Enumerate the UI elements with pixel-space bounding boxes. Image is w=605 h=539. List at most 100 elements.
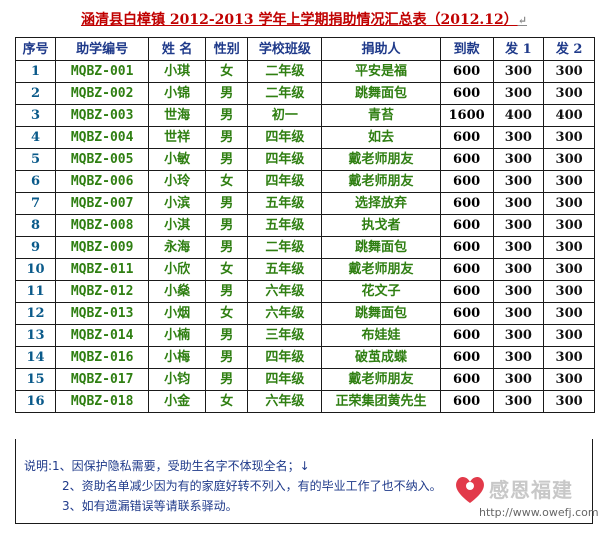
header-id: 序号 bbox=[14, 37, 57, 61]
heart-icon bbox=[456, 476, 484, 503]
notes-box: 说明:1、因保护隐私需要，受助生名字不体现全名；↓ 2、资助名单减少因为有的家庭… bbox=[15, 439, 593, 524]
cell-code: MQBZ-007 bbox=[55, 192, 150, 215]
cell-f1: 300 bbox=[492, 280, 545, 303]
cell-id: 10 bbox=[14, 258, 57, 281]
cell-sex: 男 bbox=[205, 280, 249, 303]
cell-donor: 正荣集团黄先生 bbox=[321, 390, 441, 413]
cell-grade: 五年级 bbox=[247, 214, 323, 237]
cell-sex: 男 bbox=[205, 368, 249, 391]
table-row: 1 MQBZ-001 小琪女二年级 平安是福 600 300 300 bbox=[14, 60, 595, 83]
header-sex: 性别 bbox=[205, 37, 249, 61]
cell-f1: 300 bbox=[492, 324, 545, 347]
cell-f2: 300 bbox=[543, 280, 595, 303]
cell-f1: 300 bbox=[492, 148, 545, 171]
cell-id: 6 bbox=[14, 170, 57, 193]
cell-name: 小玲 bbox=[148, 170, 207, 193]
cell-amount: 600 bbox=[439, 368, 494, 391]
cell-donor: 戴老师朋友 bbox=[321, 170, 441, 193]
cell-donor: 跳舞面包 bbox=[321, 236, 441, 259]
cell-code: MQBZ-018 bbox=[55, 390, 150, 413]
cell-f2: 400 bbox=[543, 104, 595, 127]
cell-id: 11 bbox=[14, 280, 57, 303]
cell-id: 5 bbox=[14, 148, 57, 171]
cell-f2: 300 bbox=[543, 170, 595, 193]
cell-code: MQBZ-004 bbox=[55, 126, 150, 149]
cell-sex: 女 bbox=[205, 390, 249, 413]
cell-id: 3 bbox=[14, 104, 57, 127]
cell-code: MQBZ-013 bbox=[55, 302, 150, 325]
cell-sex: 女 bbox=[205, 302, 249, 325]
cell-grade: 六年级 bbox=[247, 390, 323, 413]
cell-f1: 300 bbox=[492, 214, 545, 237]
logo-text: 感恩福建 bbox=[489, 478, 573, 502]
cell-sex: 男 bbox=[205, 104, 249, 127]
cell-name: 小淇 bbox=[148, 214, 207, 237]
cell-name: 小锦 bbox=[148, 82, 207, 105]
logo-url: http://www.owefj.com bbox=[479, 506, 599, 519]
cell-sex: 男 bbox=[205, 236, 249, 259]
cell-id: 15 bbox=[14, 368, 57, 391]
table-row: 13 MQBZ-014 小楠男三年级 布娃娃 600 300 300 bbox=[14, 324, 595, 347]
cell-donor: 戴老师朋友 bbox=[321, 148, 441, 171]
header-code: 助学编号 bbox=[55, 37, 150, 61]
cell-name: 小金 bbox=[148, 390, 207, 413]
cell-grade: 二年级 bbox=[247, 60, 323, 83]
cell-name: 小梅 bbox=[148, 346, 207, 369]
cell-name: 小烟 bbox=[148, 302, 207, 325]
cell-f2: 300 bbox=[543, 192, 595, 215]
cell-donor: 布娃娃 bbox=[321, 324, 441, 347]
cell-f1: 300 bbox=[492, 170, 545, 193]
cell-amount: 600 bbox=[439, 324, 494, 347]
cell-code: MQBZ-012 bbox=[55, 280, 150, 303]
table-row: 8 MQBZ-008 小淇男五年级 执戈者 600 300 300 bbox=[14, 214, 595, 237]
table-row: 2 MQBZ-002 小锦男二年级 跳舞面包 600 300 300 bbox=[14, 82, 595, 105]
cell-f2: 300 bbox=[543, 82, 595, 105]
cell-grade: 四年级 bbox=[247, 346, 323, 369]
cell-code: MQBZ-002 bbox=[55, 82, 150, 105]
cell-id: 2 bbox=[14, 82, 57, 105]
donation-table: 序号 助学编号 姓 名 性别 学校班级 捐助人 到款 发 1 发 2 1 MQBZ… bbox=[14, 37, 595, 413]
cell-donor: 跳舞面包 bbox=[321, 302, 441, 325]
table-row: 10 MQBZ-011 小欣女五年级 戴老师朋友 600 300 300 bbox=[14, 258, 595, 281]
cell-name: 小钧 bbox=[148, 368, 207, 391]
cell-f1: 300 bbox=[492, 302, 545, 325]
table-row: 6 MQBZ-006 小玲女四年级 戴老师朋友 600 300 300 bbox=[14, 170, 595, 193]
cell-id: 13 bbox=[14, 324, 57, 347]
cell-grade: 四年级 bbox=[247, 368, 323, 391]
cell-f2: 300 bbox=[543, 60, 595, 83]
cell-amount: 600 bbox=[439, 214, 494, 237]
cell-f2: 300 bbox=[543, 368, 595, 391]
cell-name: 世祥 bbox=[148, 126, 207, 149]
cell-id: 1 bbox=[14, 60, 57, 83]
cell-code: MQBZ-017 bbox=[55, 368, 150, 391]
cell-amount: 1600 bbox=[439, 104, 494, 127]
cell-f2: 300 bbox=[543, 390, 595, 413]
cell-f2: 300 bbox=[543, 148, 595, 171]
cell-f1: 300 bbox=[492, 368, 545, 391]
cell-name: 小欣 bbox=[148, 258, 207, 281]
table-title: 涵清县白樟镇 2012-2013 学年上学期捐助情况汇总表（2012.12）↵ bbox=[80, 12, 528, 28]
cell-code: MQBZ-008 bbox=[55, 214, 150, 237]
cell-grade: 六年级 bbox=[247, 302, 323, 325]
cell-amount: 600 bbox=[439, 126, 494, 149]
header-f1: 发 1 bbox=[492, 37, 545, 61]
cell-donor: 花文子 bbox=[321, 280, 441, 303]
cell-f1: 300 bbox=[492, 258, 545, 281]
cell-f1: 300 bbox=[492, 236, 545, 259]
cell-grade: 五年级 bbox=[247, 258, 323, 281]
cell-grade: 初一 bbox=[247, 104, 323, 127]
cell-amount: 600 bbox=[439, 192, 494, 215]
cell-donor: 戴老师朋友 bbox=[321, 368, 441, 391]
cell-donor: 戴老师朋友 bbox=[321, 258, 441, 281]
cell-name: 小燊 bbox=[148, 280, 207, 303]
cell-code: MQBZ-005 bbox=[55, 148, 150, 171]
cell-f2: 300 bbox=[543, 258, 595, 281]
table-row: 5 MQBZ-005 小敏男四年级 戴老师朋友 600 300 300 bbox=[14, 148, 595, 171]
header-amount: 到款 bbox=[439, 37, 494, 61]
cell-amount: 600 bbox=[439, 82, 494, 105]
cell-f1: 300 bbox=[492, 346, 545, 369]
cell-sex: 男 bbox=[205, 346, 249, 369]
cell-amount: 600 bbox=[439, 302, 494, 325]
cell-id: 12 bbox=[14, 302, 57, 325]
cell-name: 小楠 bbox=[148, 324, 207, 347]
